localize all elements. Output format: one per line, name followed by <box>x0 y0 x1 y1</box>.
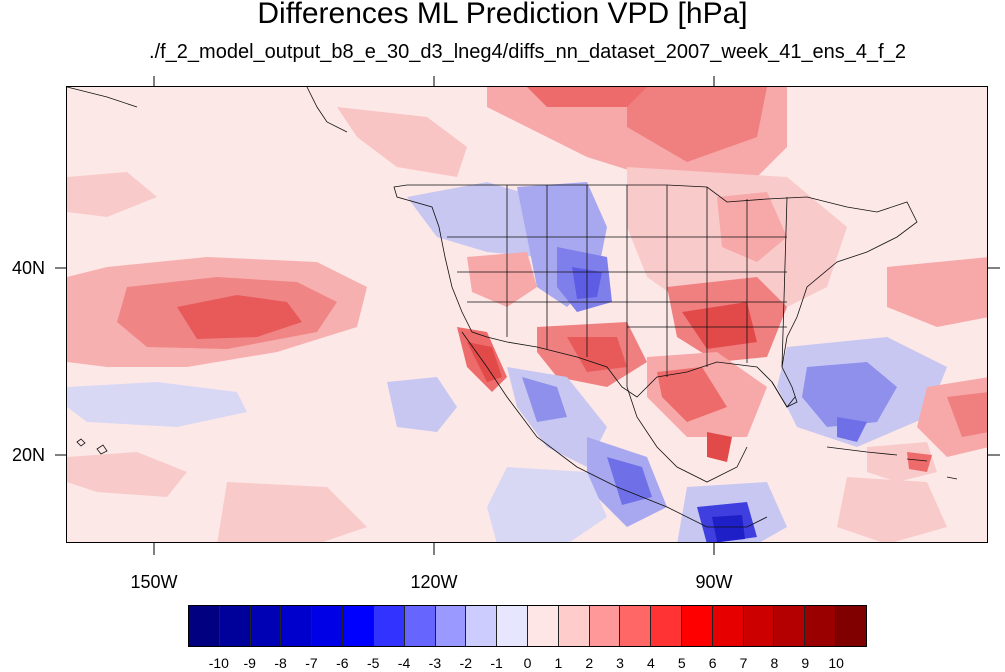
colorbar-swatch <box>281 606 313 646</box>
colorbar-tick-label: 9 <box>801 655 810 671</box>
colorbar-tick-label: -9 <box>243 655 256 671</box>
colorbar-swatch <box>219 606 251 646</box>
colorbar-tick-label: -8 <box>274 655 287 671</box>
colorbar-tick-label: -3 <box>428 655 442 671</box>
map-title: Differences ML Prediction VPD [hPa] <box>257 0 748 30</box>
colorbar-tick-label: 4 <box>647 655 655 671</box>
colorbar-swatch <box>836 606 866 646</box>
colorbar-tick-label: -2 <box>459 655 472 671</box>
colorbar-swatch <box>343 606 374 646</box>
colorbar-swatch <box>589 606 621 646</box>
lon-label-150w: 150W <box>130 572 178 592</box>
anomaly-field <box>67 87 987 542</box>
colorbar-swatch <box>404 606 436 646</box>
vpd-difference-map <box>66 86 988 543</box>
lat-label-40n: 40N <box>12 258 46 278</box>
colorbar-tick-label: 3 <box>616 655 624 671</box>
colorbar-swatch <box>497 606 528 646</box>
lon-label-90w: 90W <box>695 572 733 592</box>
colorbar-tick-label: 5 <box>677 655 686 671</box>
colorbar-tick-label: -5 <box>366 655 380 671</box>
colorbar-tick-label: 1 <box>554 655 563 671</box>
colorbar-tick-label: 2 <box>585 655 594 671</box>
colorbar-tick-label: -1 <box>490 655 503 671</box>
colorbar-swatch <box>466 606 498 646</box>
colorbar-swatch <box>312 606 344 646</box>
colorbar-tick-label: 7 <box>739 655 748 671</box>
colorbar-tick-label: 6 <box>708 655 717 671</box>
colorbar-swatch <box>189 606 220 646</box>
colorbar-swatch <box>558 606 590 646</box>
colorbar-swatch <box>682 606 713 646</box>
colorbar-swatch <box>774 606 806 646</box>
colorbar-swatch <box>712 606 744 646</box>
lon-label-120w: 120W <box>410 572 458 592</box>
colorbar-tick-label: 8 <box>770 655 779 671</box>
colorbar <box>188 605 867 647</box>
map-subtitle: ./f_2_model_output_b8_e_30_d3_lneg4/diff… <box>149 41 906 63</box>
colorbar-swatch <box>805 606 837 646</box>
colorbar-swatch <box>373 606 405 646</box>
colorbar-tick-label: -4 <box>397 655 411 671</box>
colorbar-tick-label: 0 <box>523 655 532 671</box>
colorbar-swatch <box>651 606 682 646</box>
lat-label-20n: 20N <box>12 445 46 465</box>
colorbar-tick-label: -10 <box>208 655 229 671</box>
colorbar-tick-label: -6 <box>336 655 349 671</box>
colorbar-tick-label: 10 <box>828 655 844 671</box>
colorbar-swatch <box>527 606 559 646</box>
political-boundaries <box>67 87 958 528</box>
colorbar-swatch <box>743 606 775 646</box>
colorbar-swatch <box>435 606 467 646</box>
colorbar-tick-label: -7 <box>305 655 318 671</box>
colorbar-swatch <box>250 606 282 646</box>
colorbar-swatch <box>620 606 652 646</box>
